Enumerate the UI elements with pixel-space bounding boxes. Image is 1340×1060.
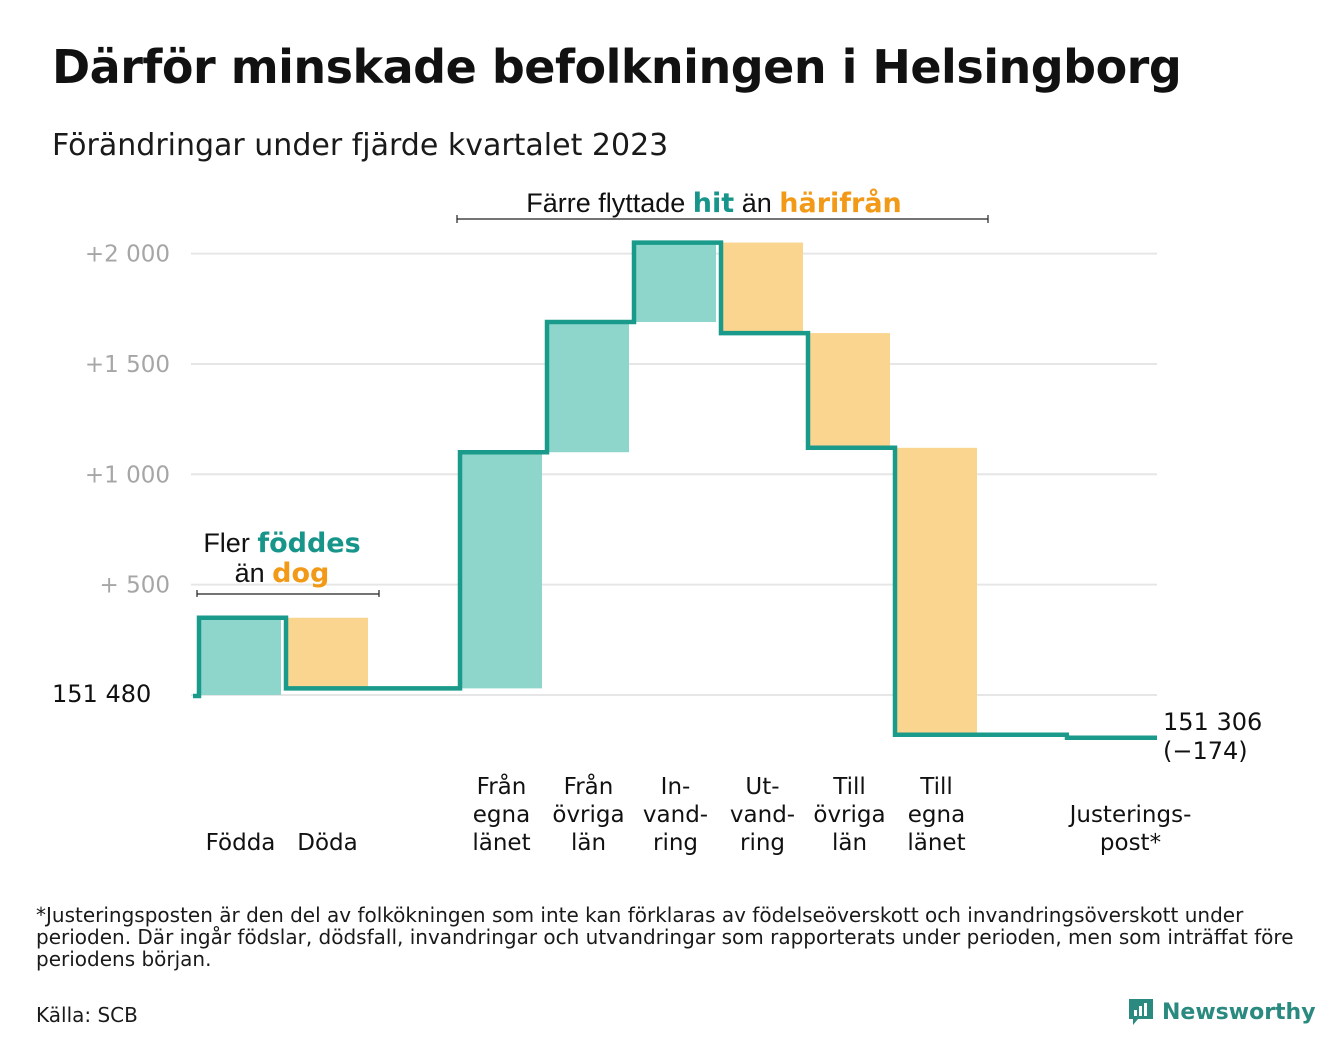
bar-invandring bbox=[635, 242, 716, 323]
migration-annotation-prefix: Färre flyttade bbox=[526, 188, 685, 218]
step-line bbox=[193, 240, 1157, 741]
x-tick-label: län bbox=[571, 830, 606, 856]
x-tick-label: Till bbox=[919, 774, 953, 800]
y-tick-label: + 500 bbox=[100, 573, 170, 599]
x-tick-label: Från bbox=[477, 772, 527, 800]
births-annotation-prefix: Fler bbox=[203, 528, 250, 558]
migration-annotation-middle: än bbox=[742, 188, 772, 218]
chart-subtitle: Förändringar under fjärde kvartalet 2023 bbox=[52, 128, 669, 163]
x-tick-label: Födda bbox=[206, 830, 276, 856]
bar-utvandring bbox=[722, 242, 803, 334]
x-tick-label: ring bbox=[740, 830, 785, 856]
x-tick-label: vand- bbox=[730, 802, 795, 828]
start-value-label: 151 480 bbox=[52, 680, 151, 708]
x-tick-label: In- bbox=[661, 774, 691, 800]
x-tick-label: Från bbox=[564, 772, 614, 800]
x-tick-label: vand- bbox=[643, 802, 708, 828]
x-tick-label: egna bbox=[908, 802, 965, 828]
x-tick-label: Ut- bbox=[745, 774, 779, 800]
x-tick-label: övriga bbox=[552, 802, 624, 828]
x-tick-label: egna bbox=[473, 802, 530, 828]
x-tick-label: Till bbox=[832, 774, 866, 800]
births-bracket bbox=[196, 590, 380, 597]
x-axis-labels: Födda DödaFrånegnalänetFrånövrigalänIn-va… bbox=[206, 772, 1192, 856]
x-tick-label: ring bbox=[653, 830, 698, 856]
gridlines bbox=[191, 252, 1157, 696]
bar-döda bbox=[287, 617, 368, 689]
x-tick-label: Döda bbox=[297, 830, 357, 856]
migration-annotation-highlight2: härifrån bbox=[779, 187, 902, 219]
annotations: Fler föddes än dog Färre flyttade hit än… bbox=[196, 187, 989, 597]
x-tick-label: länet bbox=[907, 830, 965, 856]
x-tick-label: Justerings- bbox=[1068, 802, 1192, 828]
migration-bracket bbox=[456, 215, 989, 223]
end-value-label: 151 306 bbox=[1163, 708, 1262, 736]
y-axis-ticks: + 500 +1 000 +1 500 +2 000 bbox=[85, 242, 170, 599]
x-tick-label: län bbox=[832, 830, 867, 856]
y-tick-label: +2 000 bbox=[85, 242, 170, 268]
bars bbox=[200, 242, 977, 735]
migration-annotation: Färre flyttade hit än härifrån bbox=[526, 187, 902, 219]
x-tick-label: övriga bbox=[813, 802, 885, 828]
bar-till-egna-länet bbox=[896, 447, 977, 735]
x-tick-label: post* bbox=[1100, 830, 1161, 856]
bar-från-egna-länet bbox=[461, 452, 542, 689]
y-tick-label: +1 500 bbox=[85, 352, 170, 378]
migration-annotation-highlight1: hit bbox=[693, 188, 734, 219]
births-annotation-highlight2: dog bbox=[272, 558, 329, 589]
chart-title: Därför minskade befolkningen i Helsingbo… bbox=[52, 40, 1182, 94]
x-tick-label: länet bbox=[472, 830, 530, 856]
births-annotation-prefix2: än bbox=[235, 558, 265, 588]
y-tick-label: +1 000 bbox=[85, 462, 170, 488]
source-note: Källa: SCB bbox=[36, 1003, 138, 1027]
bar-från-övriga-län bbox=[548, 322, 629, 453]
brand-name: Newsworthy bbox=[1162, 999, 1316, 1025]
bar-till-övriga-län bbox=[809, 333, 890, 448]
waterfall-chart: + 500+1 000+1 500+2 000 Födda DödaFrånegn… bbox=[52, 187, 1262, 856]
footnote: *Justeringsposten är den del av folkökni… bbox=[36, 903, 1294, 971]
births-annotation-line2: än dog bbox=[235, 558, 330, 589]
bar-födda bbox=[200, 617, 281, 695]
bar-chart-logo-icon bbox=[1129, 999, 1153, 1025]
births-annotation-highlight: föddes bbox=[257, 528, 360, 559]
end-change-label: (−174) bbox=[1163, 737, 1248, 765]
cumulative-step-line bbox=[193, 240, 1157, 741]
births-annotation-line1: Fler föddes bbox=[203, 528, 360, 559]
brand: Newsworthy bbox=[1128, 998, 1316, 1026]
